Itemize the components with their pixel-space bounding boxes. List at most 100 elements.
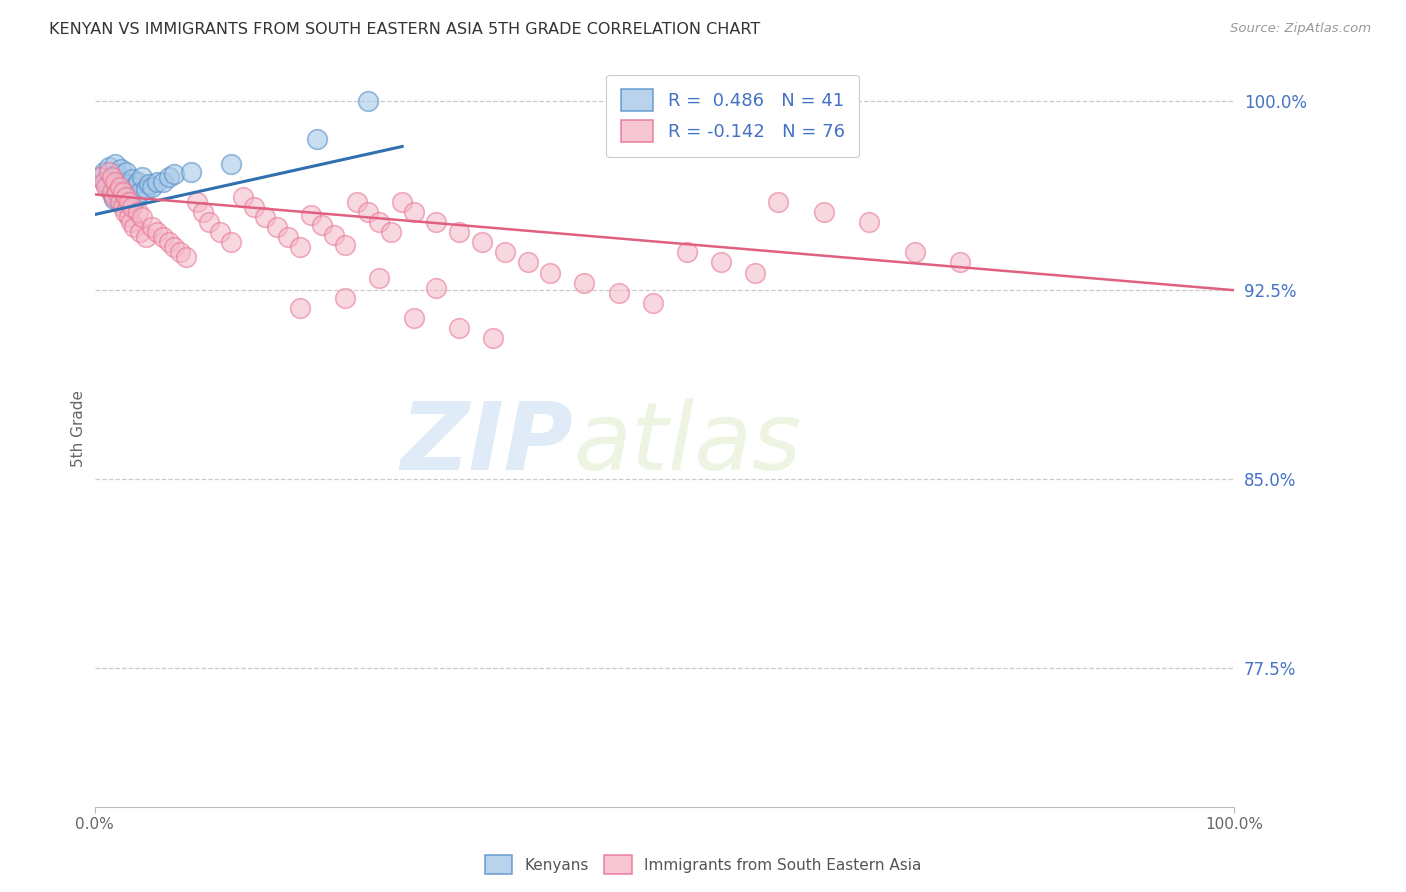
Point [607, 285, 630, 300]
Text: KENYAN VS IMMIGRANTS FROM SOUTH EASTERN ASIA 5TH GRADE CORRELATION CHART: KENYAN VS IMMIGRANTS FROM SOUTH EASTERN … [49, 22, 761, 37]
Point [121, 200, 143, 214]
Text: Source: ZipAtlas.com: Source: ZipAtlas.com [1230, 22, 1371, 36]
Point [100, 169, 122, 184]
Point [100, 172, 122, 186]
Point [97, 179, 120, 194]
Point [125, 190, 148, 204]
Point [380, 225, 402, 239]
Point [208, 225, 231, 239]
Point [118, 178, 141, 192]
Point [277, 230, 299, 244]
Point [186, 194, 208, 209]
Point [157, 235, 180, 250]
Point [120, 187, 142, 202]
Point [105, 185, 128, 199]
Point [494, 245, 516, 260]
Point [93, 175, 115, 189]
Point [766, 194, 789, 209]
Point [180, 164, 202, 178]
Point [288, 301, 311, 315]
Point [163, 167, 186, 181]
Point [357, 205, 380, 219]
Point [152, 230, 174, 244]
Point [108, 178, 131, 192]
Point [100, 185, 122, 199]
Point [904, 245, 927, 260]
Point [112, 175, 135, 189]
Point [93, 164, 115, 178]
Point [357, 94, 380, 108]
Point [135, 230, 157, 244]
Point [104, 178, 127, 192]
Point [221, 157, 243, 171]
Y-axis label: 5th Grade: 5th Grade [72, 391, 86, 467]
Point [115, 164, 138, 178]
Point [538, 266, 561, 280]
Point [129, 185, 152, 199]
Point [110, 162, 132, 177]
Point [127, 205, 149, 219]
Point [112, 200, 135, 214]
Point [516, 255, 538, 269]
Point [425, 280, 447, 294]
Point [135, 182, 157, 196]
Point [243, 200, 266, 214]
Point [574, 276, 596, 290]
Point [676, 245, 699, 260]
Point [129, 225, 152, 239]
Point [305, 132, 328, 146]
Point [115, 190, 138, 204]
Point [124, 220, 146, 235]
Point [402, 310, 425, 325]
Point [141, 220, 163, 235]
Point [124, 179, 146, 194]
Point [221, 235, 243, 250]
Point [114, 194, 136, 209]
Point [322, 227, 344, 242]
Point [174, 251, 197, 265]
Point [858, 215, 880, 229]
Point [108, 194, 131, 209]
Legend: Kenyans, Immigrants from South Eastern Asia: Kenyans, Immigrants from South Eastern A… [478, 849, 928, 880]
Point [169, 245, 191, 260]
Point [105, 167, 128, 181]
Point [127, 175, 149, 189]
Point [100, 187, 122, 202]
Point [335, 291, 357, 305]
Point [402, 205, 425, 219]
Point [112, 185, 135, 199]
Point [813, 205, 835, 219]
Point [138, 178, 160, 192]
Point [254, 210, 277, 224]
Point [89, 169, 111, 184]
Point [335, 237, 357, 252]
Point [104, 175, 127, 189]
Point [103, 193, 125, 207]
Point [131, 169, 153, 184]
Point [197, 215, 219, 229]
Point [141, 179, 163, 194]
Point [368, 215, 391, 229]
Point [288, 240, 311, 254]
Point [108, 179, 131, 194]
Point [115, 182, 138, 196]
Text: ZIP: ZIP [401, 398, 574, 490]
Point [449, 225, 471, 239]
Point [114, 205, 136, 219]
Point [482, 331, 505, 345]
Point [121, 172, 143, 186]
Point [391, 194, 413, 209]
Legend: R =  0.486   N = 41, R = -0.142   N = 76: R = 0.486 N = 41, R = -0.142 N = 76 [606, 75, 859, 157]
Point [425, 215, 447, 229]
Point [94, 175, 117, 189]
Point [449, 321, 471, 335]
Point [311, 218, 333, 232]
Point [112, 190, 135, 204]
Point [108, 194, 131, 209]
Point [98, 160, 121, 174]
Point [471, 235, 494, 250]
Point [103, 190, 125, 204]
Point [131, 210, 153, 224]
Point [89, 169, 111, 184]
Point [146, 175, 169, 189]
